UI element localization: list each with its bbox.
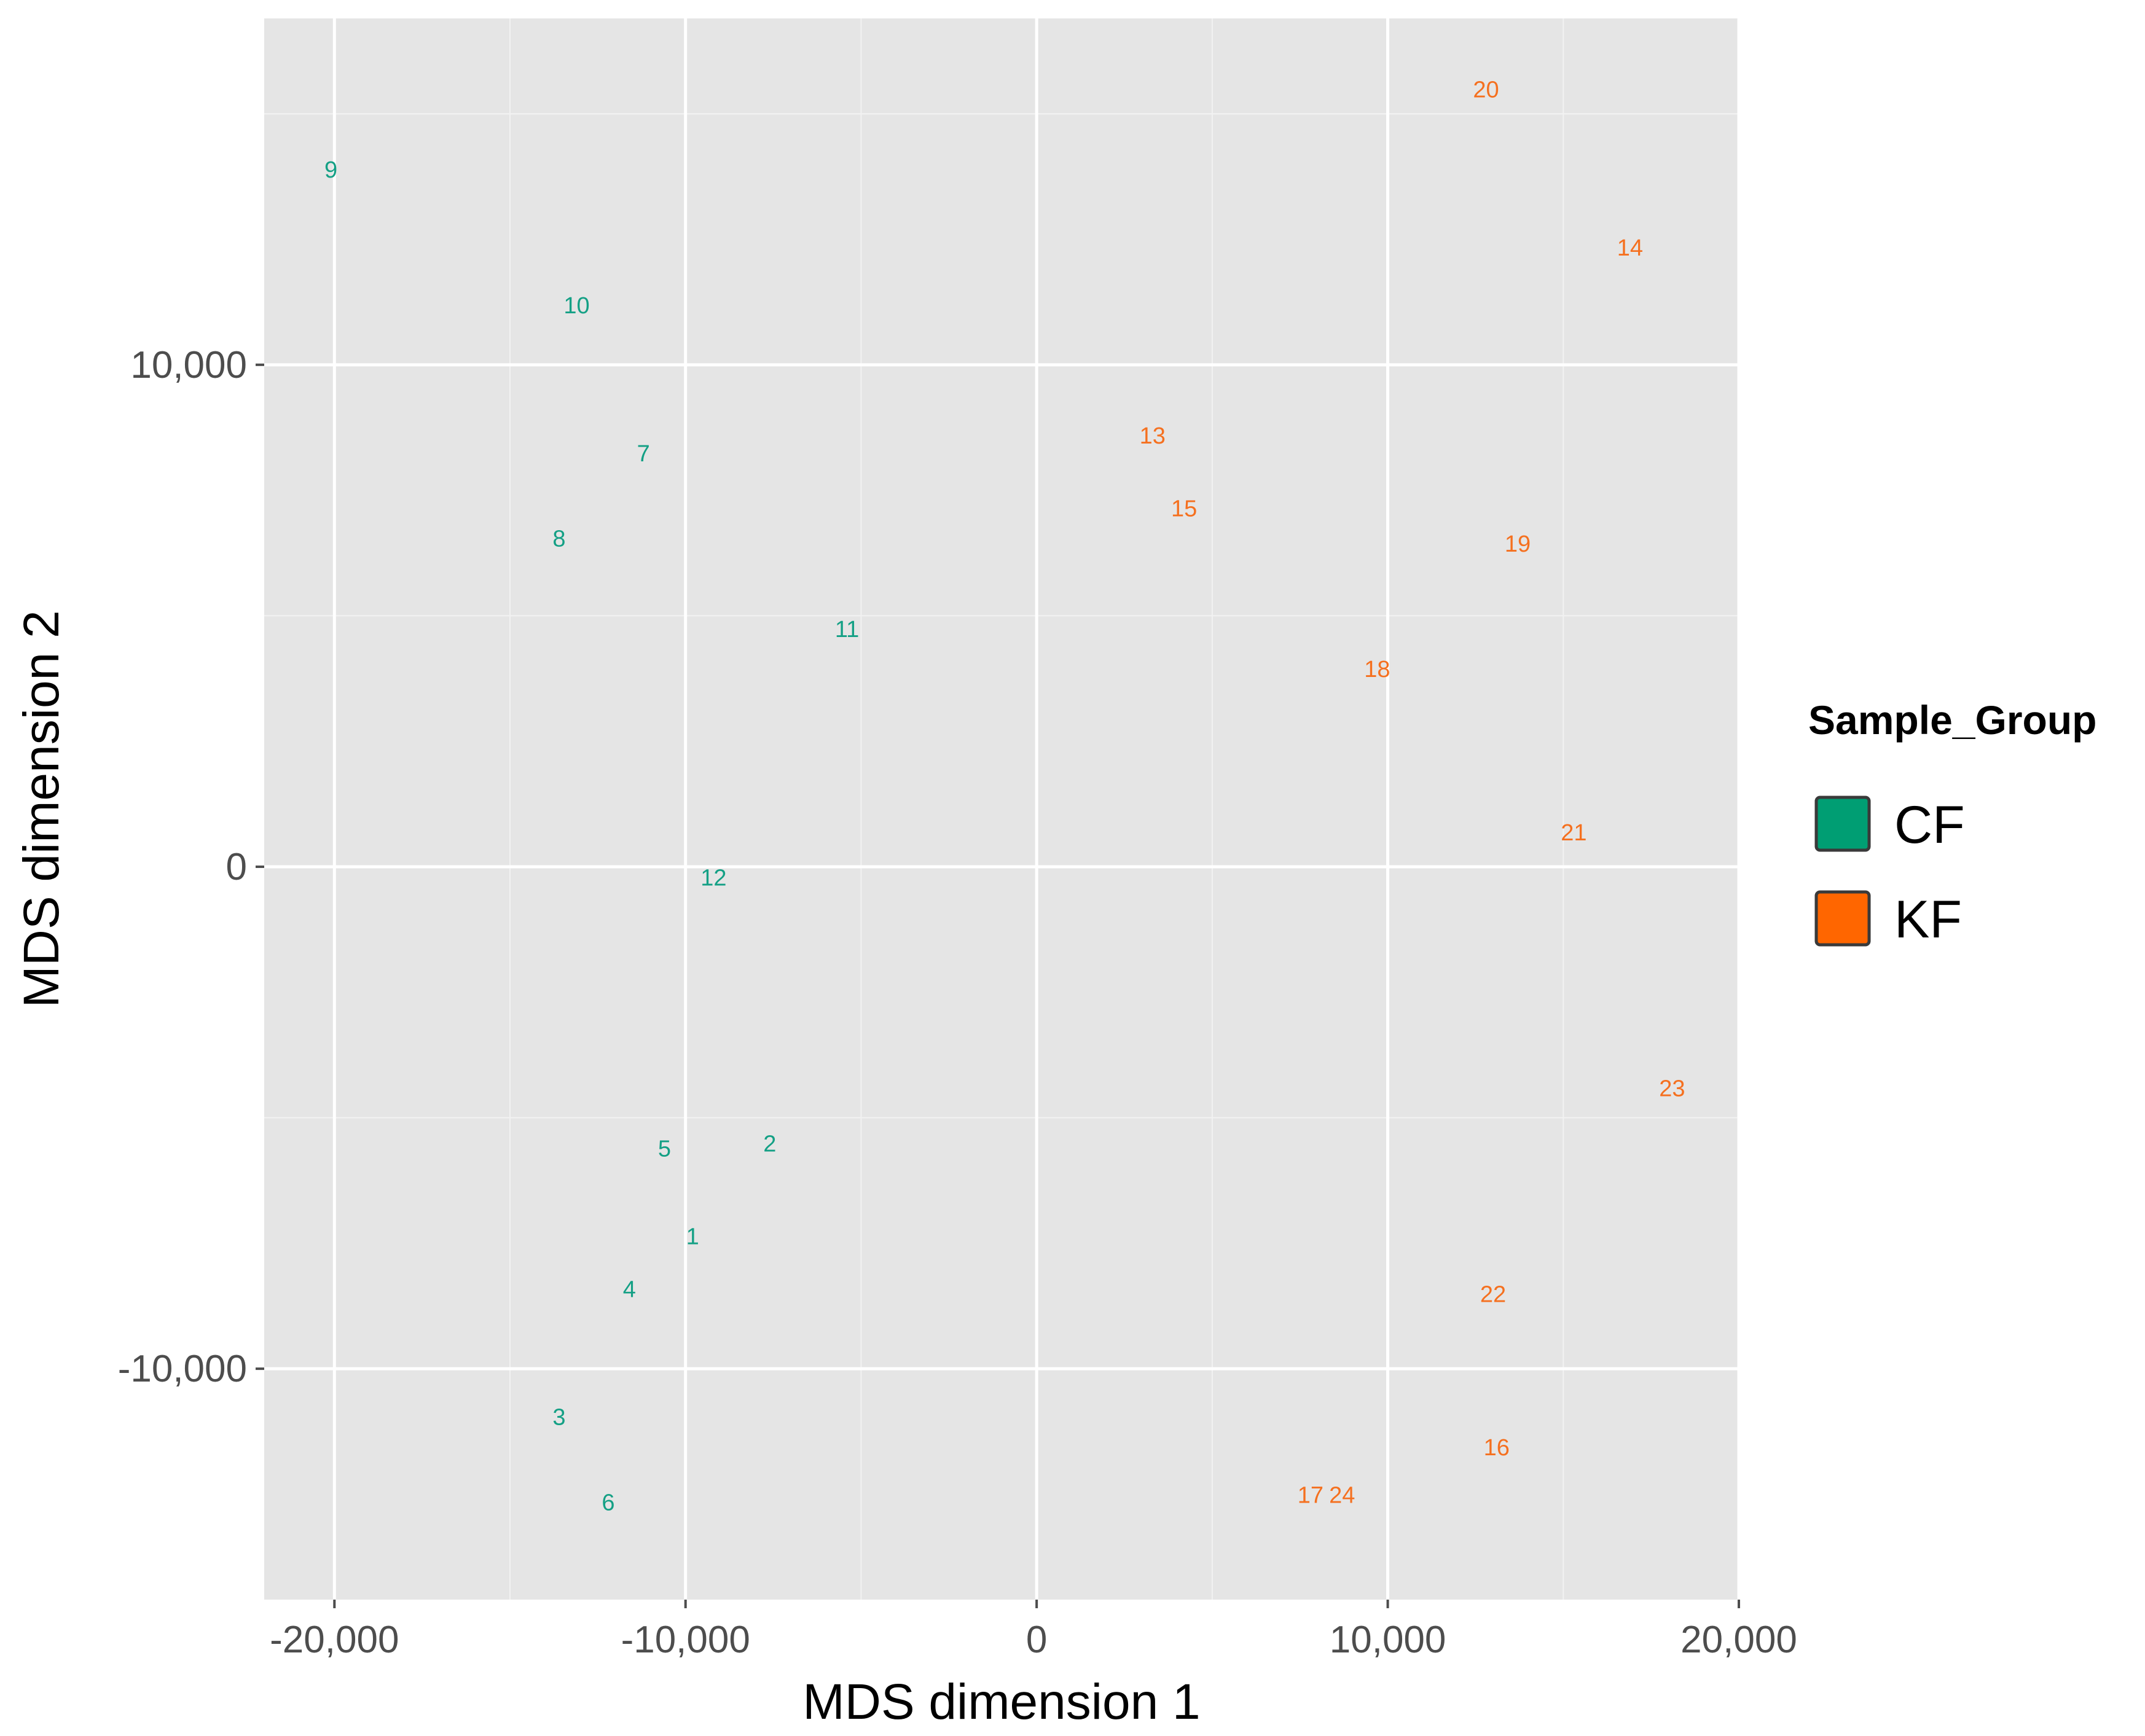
- point-label-kf-16: 16: [1484, 1435, 1510, 1461]
- x-tick-label: -10,000: [621, 1619, 750, 1661]
- point-label-cf-6: 6: [602, 1490, 614, 1516]
- point-label-cf-8: 8: [552, 526, 565, 552]
- point-label-cf-5: 5: [658, 1136, 671, 1162]
- x-tick-label: 20,000: [1680, 1619, 1797, 1661]
- legend-key-kf: [1814, 890, 1871, 947]
- legend-label-cf: CF: [1894, 796, 1965, 854]
- point-label-cf-11: 11: [835, 617, 859, 643]
- y-axis-title: MDS dimension 2: [14, 610, 69, 1007]
- x-tick-label: 10,000: [1330, 1619, 1446, 1661]
- point-label-cf-1: 1: [686, 1224, 699, 1250]
- point-label-kf-15: 15: [1171, 496, 1197, 522]
- x-axis-ticks: -20,000 -10,000 0 10,000 20,000: [270, 1600, 1797, 1661]
- y-tick-label: 10,000: [130, 344, 247, 386]
- point-label-kf-20: 20: [1473, 77, 1499, 103]
- legend-key-cf: [1814, 796, 1871, 852]
- x-tick-label: -20,000: [270, 1619, 399, 1661]
- point-label-cf-12: 12: [700, 865, 726, 891]
- point-label-kf-22: 22: [1480, 1282, 1506, 1308]
- point-label-cf-4: 4: [623, 1277, 636, 1302]
- y-tick-label: -10,000: [118, 1348, 247, 1390]
- legend-title: Sample_Group: [1808, 697, 2096, 743]
- point-label-kf-14: 14: [1617, 235, 1643, 261]
- y-axis-ticks: -10,000 0 10,000: [118, 344, 264, 1390]
- point-label-cf-7: 7: [637, 441, 650, 467]
- grid-minor: [264, 18, 1739, 1600]
- legend: Sample_Group CF KF: [1808, 697, 2096, 949]
- x-tick-label: 0: [1026, 1619, 1047, 1661]
- point-label-kf-18: 18: [1364, 657, 1390, 682]
- legend-label-kf: KF: [1894, 890, 1962, 949]
- grid-major: [264, 18, 1741, 1600]
- y-tick-label: 0: [226, 846, 247, 888]
- point-label-cf-3: 3: [552, 1405, 565, 1431]
- plot-panel: [264, 18, 1739, 1600]
- point-label-kf-23: 23: [1659, 1076, 1685, 1102]
- point-label-cf-2: 2: [763, 1131, 776, 1157]
- x-axis-title: MDS dimension 1: [802, 1674, 1200, 1730]
- point-label-cf-10: 10: [563, 293, 589, 319]
- point-label-kf-17: 17: [1298, 1482, 1323, 1508]
- point-label-kf-13: 13: [1140, 423, 1166, 449]
- point-label-cf-9: 9: [324, 157, 337, 183]
- point-label-kf-24: 24: [1329, 1482, 1355, 1508]
- point-label-kf-19: 19: [1505, 531, 1531, 557]
- point-label-kf-21: 21: [1561, 820, 1586, 846]
